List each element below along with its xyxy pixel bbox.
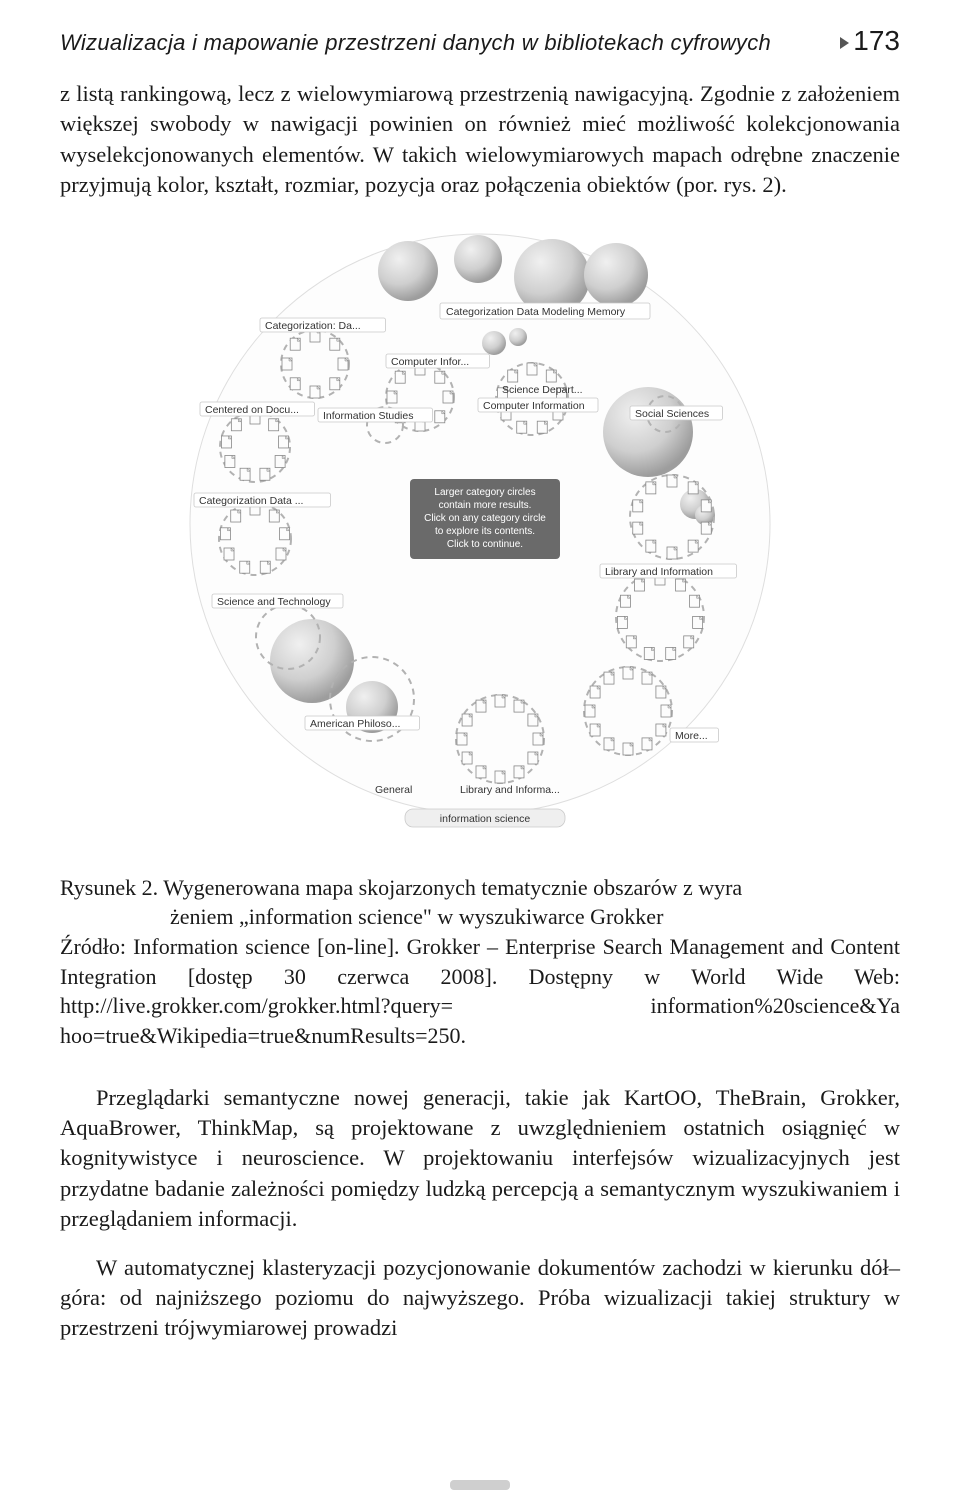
paragraph-3: W automatycznej klasteryzacji pozycjonow…: [60, 1253, 900, 1344]
paragraph-2: Przeglądarki semantyczne nowej generacji…: [60, 1083, 900, 1235]
running-header: Wizualizacja i mapowanie przestrzeni dan…: [60, 25, 900, 57]
cluster-label: Information Studies: [323, 410, 413, 422]
figure-caption: Rysunek 2. Wygenerowana mapa skojarzonyc…: [60, 873, 900, 1051]
cluster-label: Social Sciences: [635, 408, 709, 420]
page-number-value: 173: [853, 25, 900, 56]
running-title: Wizualizacja i mapowanie przestrzeni dan…: [60, 30, 771, 56]
paragraph-1: z listą rankingową, lecz z wielowymiarow…: [60, 79, 900, 201]
caption-indent: żeniem „information science" w wyszukiwa…: [60, 902, 900, 932]
cluster-label: American Philoso...: [310, 718, 400, 730]
tooltip-line: Click to continue.: [447, 539, 523, 550]
cluster-label: Centered on Docu...: [205, 404, 299, 416]
footer-library: Library and Informa...: [460, 784, 560, 796]
cluster-label: Computer Infor...: [391, 356, 469, 368]
cluster-label: Categorization: Da...: [265, 320, 361, 332]
figure-grokker-map: Categorization: Da... Computer Infor... In…: [160, 219, 800, 859]
bubble: [509, 328, 527, 346]
bubble: [584, 243, 648, 307]
cluster-label: More...: [675, 730, 708, 742]
tooltip-line: to explore its contents.: [435, 526, 535, 537]
page-marker-icon: [840, 37, 849, 49]
cluster-label: Library and Information: [605, 566, 713, 578]
tooltip-line: Larger category circles: [434, 487, 535, 498]
tooltip-line: Click on any category circle: [424, 513, 546, 524]
page-number: 173: [840, 25, 900, 57]
cluster-label: Categorization Data ...: [199, 495, 303, 507]
top-banner-text: Categorization Data Modeling Memory: [446, 306, 626, 318]
tooltip-line: contain more results.: [439, 500, 532, 511]
footer-ornament: [450, 1480, 510, 1490]
cluster-label: Computer Information: [483, 400, 585, 412]
bubble: [454, 235, 502, 283]
cluster-extra-label: Science Depart...: [502, 384, 583, 396]
query-pill-text: information science: [440, 813, 531, 825]
footer-general: General: [375, 784, 412, 796]
bubble: [270, 619, 354, 703]
bubble: [482, 331, 506, 355]
bubble: [603, 387, 693, 477]
caption-lead: Rysunek 2. Wygenerowana mapa skojarzonyc…: [60, 875, 742, 900]
caption-source: Źródło: Information science [on-line]. G…: [60, 934, 900, 1048]
cluster-map-svg: Categorization: Da... Computer Infor... In…: [160, 219, 800, 859]
bubble: [378, 241, 438, 301]
cluster-label: Science and Technology: [217, 596, 331, 608]
